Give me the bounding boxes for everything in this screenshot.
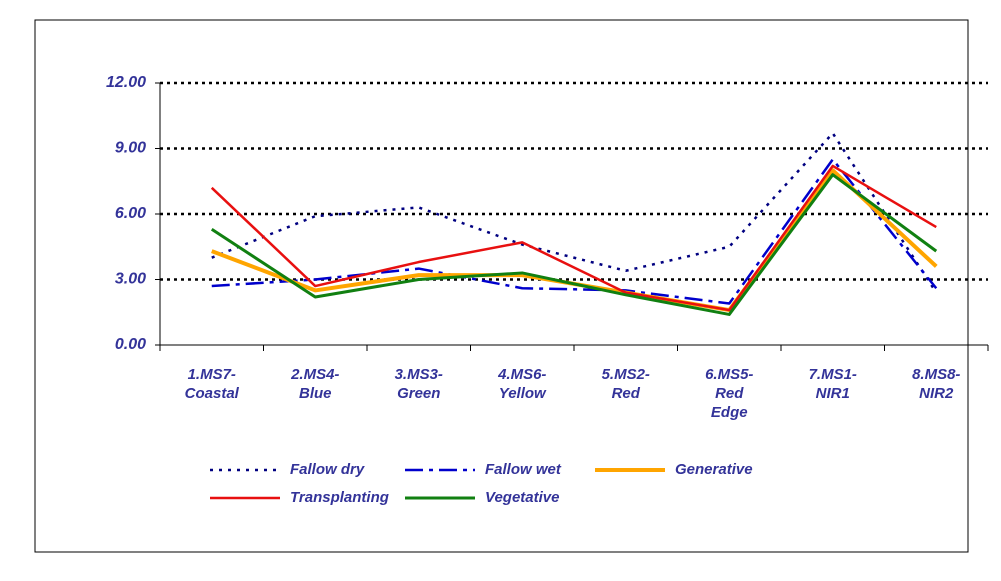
x-tick-label: 2.MS4- Blue: [291, 366, 340, 402]
series-line: [210, 173, 938, 316]
x-tick-label: 5.MS2- Red: [601, 366, 650, 402]
y-tick-label: 9.00: [115, 140, 146, 157]
series-line: [211, 158, 938, 305]
legend-label: Transplanting: [290, 489, 389, 506]
legend-label: Generative: [675, 461, 753, 478]
x-tick-label: 6.MS5- Red Edge: [705, 366, 754, 421]
legend-label: Fallow dry: [290, 461, 365, 478]
x-tick-label: 3.MS3- Green: [394, 366, 443, 402]
series-line: [211, 131, 938, 294]
y-tick-label: 0.00: [115, 336, 146, 353]
chart-frame: [34, 19, 969, 553]
series-line: [210, 164, 937, 312]
y-tick-label: 12.00: [106, 74, 146, 91]
x-tick-label: 8.MS8- NIR2: [912, 366, 961, 402]
x-tick-label: 1.MS7- Coastal: [184, 366, 239, 402]
y-tick-label: 6.00: [115, 205, 146, 222]
legend-label: Vegetative: [485, 489, 559, 506]
x-tick-label: 7.MS1- NIR1: [808, 366, 857, 402]
y-tick-label: 3.00: [115, 271, 146, 288]
x-tick-label: 4.MS6- Yellow: [498, 366, 547, 402]
legend-label: Fallow wet: [485, 461, 562, 478]
